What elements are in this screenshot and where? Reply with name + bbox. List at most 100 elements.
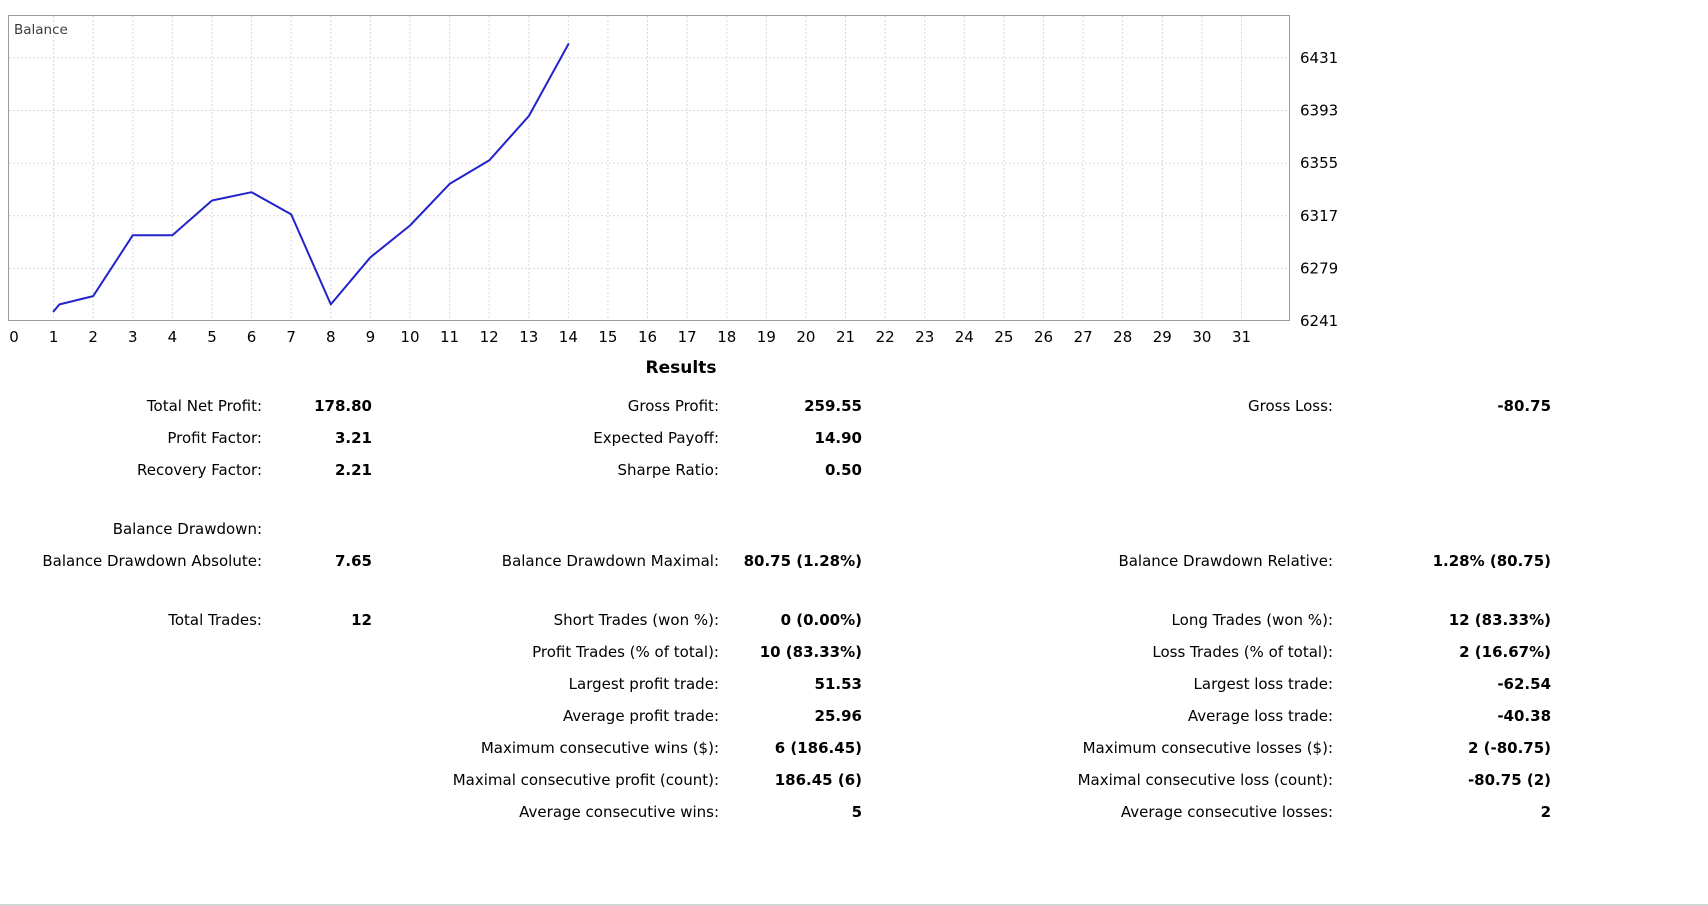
x-axis-label: 4 [168,328,178,346]
stat-value: -80.75 [1497,397,1551,415]
stat-label: Balance Drawdown Absolute: [42,552,262,570]
stat-label: Average consecutive wins: [519,803,719,821]
stat-value: 186.45 (6) [774,771,862,789]
stat-label: Largest loss trade: [1193,675,1333,693]
stat-value: 14.90 [814,429,862,447]
x-axis-label: 9 [366,328,376,346]
stat-label: Expected Payoff: [593,429,719,447]
stat-value: 7.65 [334,552,372,570]
stat-value: 10 (83.33%) [759,643,862,661]
results-row: Profit Trades (% of total): 10 (83.33%) Lo… [0,636,1708,668]
stat-label: Maximal consecutive profit (count): [452,771,719,789]
stat-label: Average loss trade: [1187,707,1333,725]
x-axis-label: 25 [994,328,1013,346]
x-axis-label: 5 [207,328,217,346]
stat-label: Profit Factor: [167,429,262,447]
stat-value: -62.54 [1497,675,1551,693]
window-bottom-edge [0,904,1708,906]
x-axis-label: 13 [519,328,538,346]
stat-label: Balance Drawdown: [112,520,262,538]
results-row: Total Trades: 12 Short Trades (won %): 0 (0… [0,604,1708,636]
stat-label: Balance Drawdown Maximal: [501,552,719,570]
y-axis-label: 6393 [1300,102,1338,120]
x-axis-label: 27 [1074,328,1093,346]
stat-value: 2.21 [334,461,372,479]
stat-value: 2 (16.67%) [1459,643,1551,661]
stat-label: Gross Loss: [1248,397,1333,415]
stat-value: 3.21 [334,429,372,447]
stat-value: 25.96 [814,707,862,725]
x-axis-label: 1 [49,328,59,346]
y-axis-label: 6317 [1300,207,1338,225]
spacer-row [0,486,1708,513]
x-axis-label: 20 [796,328,815,346]
stat-label: Gross Profit: [627,397,719,415]
stat-label: Total Net Profit: [146,397,262,415]
stat-label: Loss Trades (% of total): [1152,643,1333,661]
x-axis-label: 23 [915,328,934,346]
results-row: Balance Drawdown Absolute: 7.65 Balance Dr… [0,545,1708,577]
stat-value: 2 [1540,803,1551,821]
results-title: Results [645,358,717,378]
results-row: Total Net Profit: 178.80 Gross Profit: 259.… [0,390,1708,422]
chart-plot-border [8,15,1290,321]
x-axis-label: 16 [638,328,657,346]
results-row: Recovery Factor: 2.21 Sharpe Ratio: 0.50 [0,454,1708,486]
x-axis-label: 22 [876,328,895,346]
stat-label: Recovery Factor: [136,461,262,479]
x-axis-label: 26 [1034,328,1053,346]
x-axis-label: 19 [757,328,776,346]
results-row: Balance Drawdown: [0,513,1708,545]
x-axis-label: 31 [1232,328,1251,346]
x-axis-label: 17 [678,328,697,346]
results-section: Results Total Net Profit: 178.80 Gross Pro… [0,358,1708,828]
results-row: Profit Factor: 3.21 Expected Payoff: 14.90 [0,422,1708,454]
spacer-row [0,577,1708,604]
stat-label: Maximum consecutive wins ($): [480,739,719,757]
stat-value: 51.53 [814,675,862,693]
x-axis-label: 11 [440,328,459,346]
x-axis-label: 15 [598,328,617,346]
x-axis-label: 14 [559,328,578,346]
results-row: Maximum consecutive wins ($): 6 (186.45) M… [0,732,1708,764]
stat-value: 6 (186.45) [774,739,862,757]
stat-value: 5 [851,803,862,821]
stat-label: Sharpe Ratio: [617,461,719,479]
stat-value: 0 (0.00%) [780,611,862,629]
balance-chart: 6241 6279 6317 6355 6393 6431 0 1 2 3 4 5 6 7 8 9 10 11 12… [0,0,1708,352]
stat-value: 2 (-80.75) [1467,739,1551,757]
x-axis-label: 6 [247,328,257,346]
x-axis-label: 7 [286,328,296,346]
stat-label: Long Trades (won %): [1171,611,1333,629]
x-axis-label: 29 [1153,328,1172,346]
results-row: Largest profit trade: 51.53 Largest loss t… [0,668,1708,700]
x-axis-label: 28 [1113,328,1132,346]
x-axis-label: 30 [1192,328,1211,346]
y-axis-label: 6355 [1300,154,1338,172]
stat-label: Balance Drawdown Relative: [1118,552,1333,570]
results-row: Average profit trade: 25.96 Average loss t… [0,700,1708,732]
stat-label: Total Trades: [168,611,262,629]
stat-label: Average consecutive losses: [1120,803,1333,821]
stat-label: Short Trades (won %): [553,611,719,629]
stat-value: -80.75 (2) [1467,771,1551,789]
stat-value: 1.28% (80.75) [1432,552,1551,570]
results-table: Total Net Profit: 178.80 Gross Profit: 259.… [0,390,1708,828]
stat-value: 0.50 [824,461,862,479]
stat-value: 178.80 [314,397,372,415]
x-axis-label: 18 [717,328,736,346]
chart-title: Balance [14,22,68,38]
stat-value: 259.55 [804,397,862,415]
x-axis-label: 0 [9,328,19,346]
x-axis-label: 2 [88,328,98,346]
stat-label: Average profit trade: [562,707,719,725]
results-row: Average consecutive wins: 5 Average consec… [0,796,1708,828]
balance-line [52,43,570,313]
y-axis-label: 6279 [1300,259,1338,277]
stat-label: Maximal consecutive loss (count): [1077,771,1333,789]
stat-value: 12 [351,611,372,629]
y-axis-label: 6241 [1300,312,1338,330]
stat-value: 12 (83.33%) [1448,611,1551,629]
